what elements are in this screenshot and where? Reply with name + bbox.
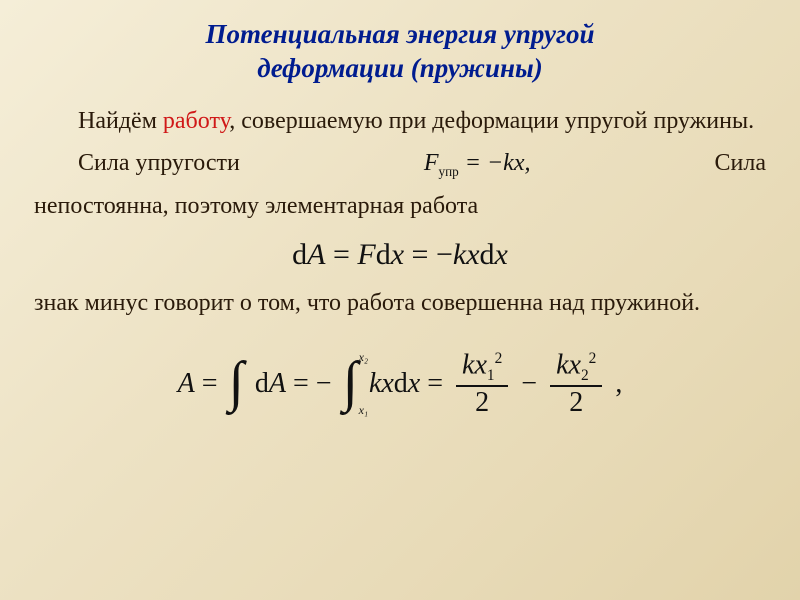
- p2-left: Сила упругости: [34, 146, 240, 181]
- int2-upper: x₂: [359, 350, 369, 365]
- frac-1: kx12 2: [456, 351, 508, 417]
- p2-right: Сила: [671, 146, 766, 181]
- p4-text: знак минус говорит о том, что работа сов…: [34, 290, 700, 316]
- formula-dA: dA = Fdx = −kxdx: [34, 238, 766, 272]
- int2-lower: x₁: [359, 403, 369, 418]
- trail: ,: [615, 368, 622, 400]
- paragraph-3: непостоянна, поэтому элементарная работа: [34, 189, 766, 224]
- int-1: ∫: [229, 360, 244, 408]
- f-upr-rhs: = −kx,: [465, 150, 531, 176]
- int1-body: dA: [255, 368, 286, 400]
- f-upr-sub: упр: [439, 164, 459, 179]
- int-lhs: A: [178, 368, 195, 400]
- slide-container: Потенциальная энергия упругой деформации…: [0, 0, 800, 427]
- int2-body: kx: [369, 368, 394, 400]
- p1-prefix: Найдём: [78, 108, 163, 134]
- frac2-den: 2: [550, 387, 602, 417]
- paragraph-2: Сила упругости Fупр = −kx, Сила: [34, 146, 766, 181]
- paragraph-1: Найдём работу, совершаемую при деформаци…: [34, 104, 766, 139]
- frac-2: kx22 2: [550, 351, 602, 417]
- slide-title: Потенциальная энергия упругой деформации…: [34, 18, 766, 86]
- int2-dx: dx =: [394, 368, 443, 400]
- formula-integral: A = ∫ dA = − x₂ ∫ x₁ kxdx = kx12 2 − kx2…: [34, 351, 766, 417]
- title-line-1: Потенциальная энергия упругой: [206, 19, 595, 49]
- p1-highlight: работу: [163, 108, 229, 134]
- f-upr-var: F: [424, 150, 439, 176]
- int-2: x₂ ∫ x₁: [343, 360, 358, 408]
- paragraph-4: знак минус говорит о том, что работа сов…: [34, 286, 766, 321]
- frac1-den: 2: [456, 387, 508, 417]
- p1-suffix: , совершаемую при деформации упругой пру…: [229, 108, 754, 134]
- p3-text: непостоянна, поэтому элементарная работа: [34, 193, 478, 219]
- title-line-2: деформации (пружины): [257, 53, 542, 83]
- formula-f-upr: Fупр = −kx,: [380, 146, 531, 181]
- minus: −: [521, 368, 537, 400]
